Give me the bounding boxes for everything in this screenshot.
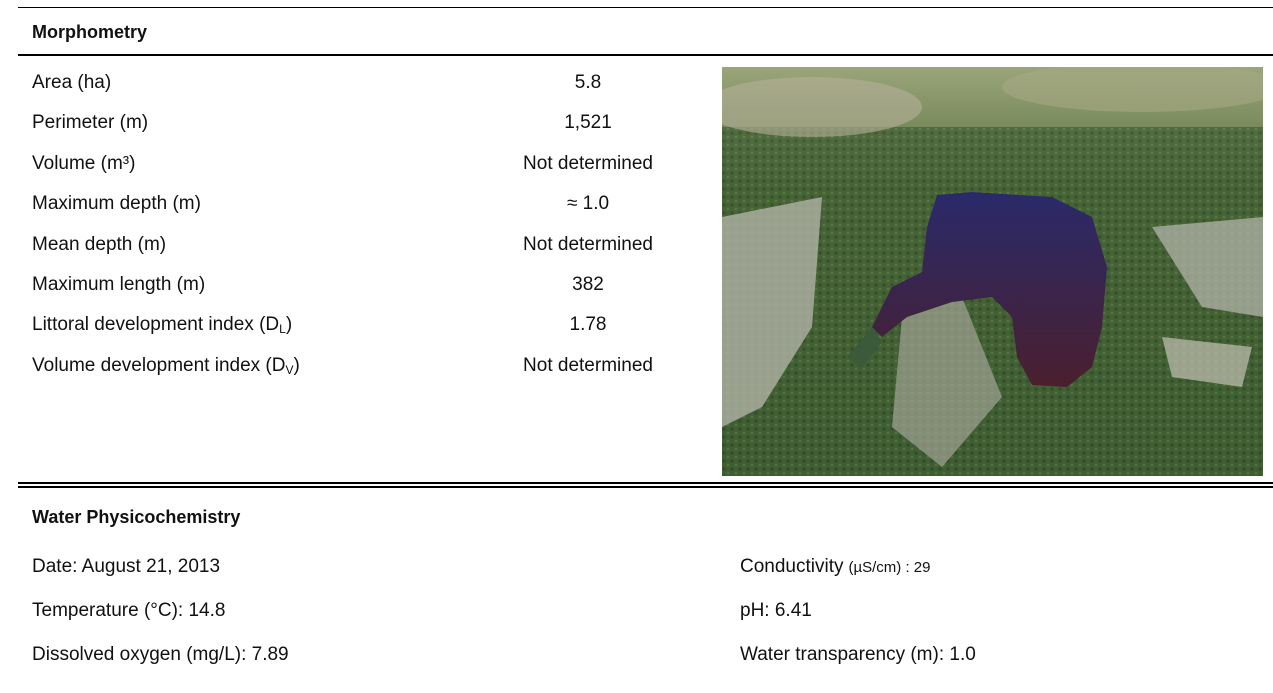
measurement: Date: August 21, 2013 [32, 556, 220, 578]
label-subscript: V [285, 363, 293, 377]
measurement-note: (µS/cm) : 29 [849, 559, 931, 576]
measurement: Dissolved oxygen (mg/L): 7.89 [32, 644, 289, 666]
lake-photo [722, 67, 1263, 476]
row-label: Littoral development index (DL) [32, 314, 292, 340]
row-value: 1,521 [480, 112, 696, 134]
label-text: Area (ha) [32, 72, 111, 93]
page: Morphometry Area (ha) 5.8 Perimeter (m) 1,5… [0, 0, 1273, 693]
row-label: Mean depth (m) [32, 234, 166, 256]
row-value: 5.8 [480, 72, 696, 94]
label-subscript: L [279, 322, 286, 336]
label-text: ) [294, 355, 300, 376]
measurement: Water transparency (m): 1.0 [740, 644, 976, 666]
row-label: Maximum depth (m) [32, 193, 201, 215]
row-label: Area (ha) [32, 72, 111, 94]
section-title: Water Physicochemistry [32, 507, 240, 528]
label-text: Mean depth (m) [32, 234, 166, 255]
measurement-label: Conductivity [740, 556, 844, 577]
row-value: 1.78 [480, 314, 696, 336]
measurement: pH: 6.41 [740, 600, 812, 622]
label-text: Maximum depth (m) [32, 193, 201, 214]
label-text: Perimeter (m) [32, 112, 148, 133]
rule [18, 486, 1273, 488]
section-title: Morphometry [32, 22, 147, 43]
row-label: Volume development index (DV) [32, 355, 300, 381]
row-value: 382 [480, 274, 696, 296]
label-text: Volume development index (D [32, 355, 285, 376]
rule [18, 7, 1273, 8]
row-value: Not determined [480, 355, 696, 377]
label-text: ) [286, 314, 292, 335]
row-value: Not determined [480, 153, 696, 175]
row-label: Perimeter (m) [32, 112, 148, 134]
measurement: Conductivity (µS/cm) : 29 [740, 556, 931, 579]
rule [18, 482, 1273, 484]
label-text: Littoral development index (D [32, 314, 279, 335]
measurement-label: Water transparency (m): 1.0 [740, 644, 976, 665]
row-value: ≈ 1.0 [480, 193, 696, 215]
measurement-label: pH: 6.41 [740, 600, 812, 621]
rule [18, 54, 1273, 56]
row-value: Not determined [480, 234, 696, 256]
measurement: Temperature (°C): 14.8 [32, 600, 225, 622]
row-label: Maximum length (m) [32, 274, 205, 296]
label-text: Maximum length (m) [32, 274, 205, 295]
row-label: Volume (m³) [32, 153, 135, 175]
label-text: Volume (m³) [32, 153, 135, 174]
